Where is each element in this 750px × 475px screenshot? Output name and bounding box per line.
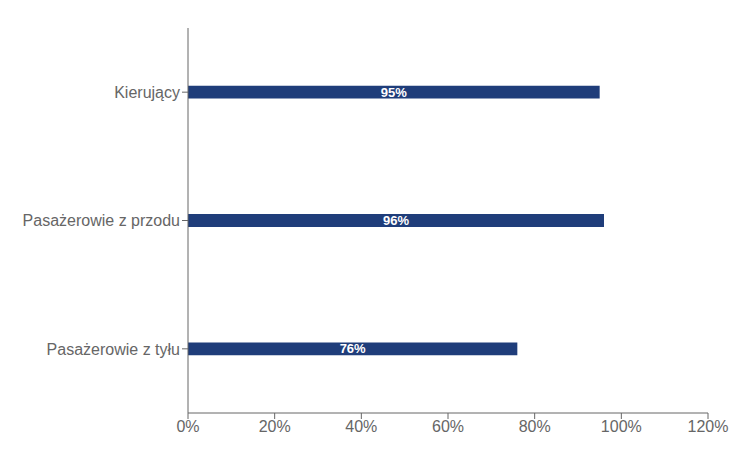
svg-text:0%: 0% [176,418,199,435]
svg-text:96%: 96% [383,213,409,228]
svg-text:100%: 100% [601,418,642,435]
svg-text:Pasażerowie z przodu: Pasażerowie z przodu [23,212,180,229]
svg-text:20%: 20% [259,418,291,435]
svg-text:Kierujący: Kierujący [114,84,180,101]
svg-text:80%: 80% [519,418,551,435]
svg-text:76%: 76% [340,341,366,356]
svg-text:40%: 40% [345,418,377,435]
svg-text:Pasażerowie z tyłu: Pasażerowie z tyłu [47,341,180,358]
svg-text:95%: 95% [381,85,407,100]
svg-text:120%: 120% [688,418,729,435]
svg-text:60%: 60% [432,418,464,435]
